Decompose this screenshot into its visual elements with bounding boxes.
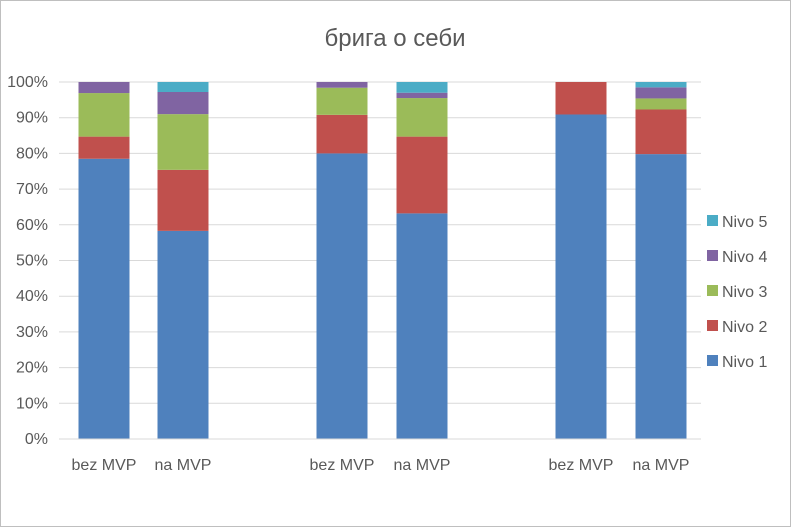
bar-segment	[555, 114, 607, 439]
bar-segment	[396, 92, 448, 99]
y-axis: 0% 10% 20% 30% 40% 50% 60% 70% 80% 90% 100%	[7, 74, 48, 448]
bar-segment	[396, 82, 448, 93]
bar-segment	[157, 82, 209, 92]
x-tick-label: bez MVP	[549, 457, 614, 474]
y-tick-label: 80%	[16, 145, 48, 162]
legend-swatch	[707, 250, 718, 261]
y-tick-label: 90%	[16, 110, 48, 127]
y-tick-label: 70%	[16, 181, 48, 198]
bar-segment	[78, 82, 130, 94]
bars	[78, 82, 687, 439]
legend-swatch	[707, 355, 718, 366]
x-tick-label: na MVP	[394, 457, 451, 474]
bar-segment	[157, 230, 209, 439]
bar-segment	[157, 114, 209, 170]
y-tick-label: 40%	[16, 288, 48, 305]
bar-segment	[396, 136, 448, 214]
y-tick-label: 20%	[16, 360, 48, 377]
bar-segment	[316, 82, 368, 88]
legend-label: Nivo 3	[722, 284, 767, 301]
bar-segment	[316, 114, 368, 154]
bar-segment	[78, 136, 130, 159]
y-tick-label: 10%	[16, 395, 48, 412]
bar-segment	[635, 87, 687, 99]
y-tick-label: 100%	[7, 74, 48, 91]
legend-label: Nivo 2	[722, 319, 767, 336]
y-tick-label: 30%	[16, 324, 48, 341]
legend-swatch	[707, 320, 718, 331]
bar-segment	[396, 213, 448, 439]
x-tick-label: bez MVP	[310, 457, 375, 474]
bar-segment	[635, 82, 687, 88]
x-tick-label: bez MVP	[72, 457, 137, 474]
x-tick-label: na MVP	[633, 457, 690, 474]
bar-segment	[635, 154, 687, 439]
legend-swatch	[707, 215, 718, 226]
legend-label: Nivo 4	[722, 249, 767, 266]
bar-segment	[555, 82, 607, 115]
chart-title: брига о себи	[325, 25, 466, 52]
legend-swatch	[707, 285, 718, 296]
legend-label: Nivo 1	[722, 354, 767, 371]
bar-segment	[316, 153, 368, 439]
legend-label: Nivo 5	[722, 214, 767, 231]
x-axis: bez MVP na MVP bez MVP na MVP bez MVP na MVP	[59, 438, 701, 474]
y-tick-label: 0%	[25, 431, 48, 448]
x-tick-label: na MVP	[155, 457, 212, 474]
bar-segment	[635, 98, 687, 110]
bar-segment	[396, 98, 448, 137]
bar-segment	[635, 109, 687, 155]
legend: Nivo 5 Nivo 4 Nivo 3 Nivo 2 Nivo 1	[707, 214, 767, 371]
bar-segment	[78, 158, 130, 439]
bar-segment	[316, 87, 368, 115]
y-tick-label: 50%	[16, 253, 48, 270]
y-tick-label: 60%	[16, 217, 48, 234]
bar-segment	[157, 91, 209, 115]
bar-segment	[157, 169, 209, 231]
bar-segment	[78, 93, 130, 137]
